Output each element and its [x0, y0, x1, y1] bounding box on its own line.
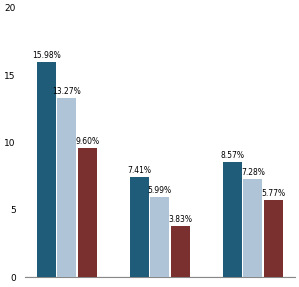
Bar — [130, 177, 149, 277]
Text: 3.83%: 3.83% — [168, 215, 192, 224]
Bar — [36, 62, 56, 277]
Bar — [171, 226, 190, 277]
Text: 9.60%: 9.60% — [75, 137, 99, 146]
Text: 13.27%: 13.27% — [52, 87, 81, 96]
Text: 5.77%: 5.77% — [261, 189, 286, 197]
Bar — [223, 162, 242, 277]
Bar — [150, 197, 169, 277]
Text: 7.28%: 7.28% — [241, 168, 265, 177]
Bar — [77, 148, 97, 277]
Bar — [264, 199, 283, 277]
Text: 8.57%: 8.57% — [220, 151, 244, 160]
Bar — [243, 179, 263, 277]
Text: 7.41%: 7.41% — [127, 166, 151, 175]
Text: 5.99%: 5.99% — [148, 186, 172, 195]
Text: 15.98%: 15.98% — [32, 51, 60, 60]
Bar — [57, 98, 76, 277]
